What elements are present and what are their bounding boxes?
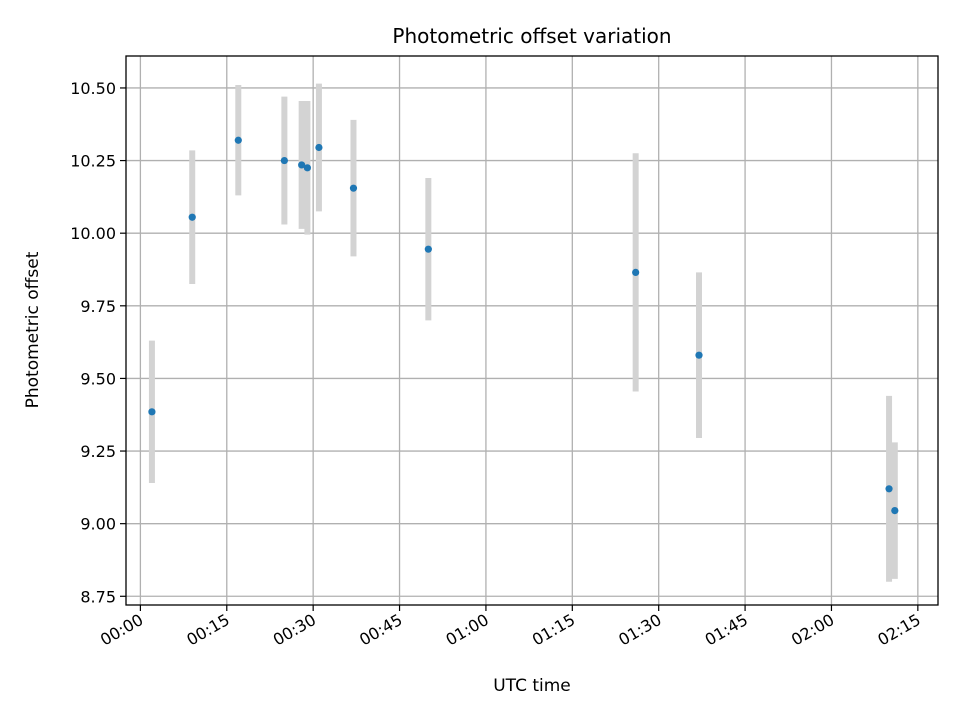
data-point xyxy=(280,156,288,165)
y-axis-ticks: 8.75 9.00 9.25 9.50 9.75 10.00 10.25 10.50 xyxy=(70,79,126,606)
data-points xyxy=(148,136,899,515)
x-tick-label: 00:15 xyxy=(183,610,232,650)
data-point xyxy=(303,164,312,172)
x-tick-label: 01:00 xyxy=(442,610,491,650)
plot-area-frame xyxy=(125,55,939,606)
x-tick-label: 01:45 xyxy=(702,610,751,650)
chart-title: Photometric offset variation xyxy=(392,24,671,48)
data-point xyxy=(188,213,196,221)
data-point xyxy=(695,351,703,359)
x-axis-ticks: 00:00 00:15 00:30 00:45 01:00 01:15 01:30 01:45… xyxy=(97,605,924,650)
x-tick-label: 00:30 xyxy=(270,610,319,650)
y-tick-label: 9.25 xyxy=(80,442,116,461)
x-tick-label: 00:45 xyxy=(356,610,405,650)
data-point xyxy=(298,161,306,169)
data-point xyxy=(148,408,156,416)
data-point xyxy=(891,506,899,515)
data-point xyxy=(632,268,640,277)
x-tick-label: 01:15 xyxy=(529,610,578,650)
data-point xyxy=(349,184,358,192)
y-tick-label: 9.50 xyxy=(80,369,116,388)
error-bars xyxy=(148,83,898,582)
x-tick-label: 01:30 xyxy=(615,610,664,650)
y-tick-label: 9.75 xyxy=(80,297,116,316)
x-tick-label: 02:15 xyxy=(874,610,923,650)
x-tick-label: 00:00 xyxy=(97,610,146,650)
y-axis-label: Photometric offset xyxy=(23,251,43,408)
grid xyxy=(126,56,938,605)
x-tick-label: 02:00 xyxy=(788,610,837,650)
y-tick-label: 9.00 xyxy=(80,515,116,534)
y-tick-label: 8.75 xyxy=(80,587,116,606)
data-point xyxy=(885,485,893,493)
y-tick-label: 10.50 xyxy=(70,79,116,98)
y-tick-label: 10.00 xyxy=(70,224,116,243)
x-axis-label: UTC time xyxy=(493,676,571,696)
data-point xyxy=(424,245,432,253)
data-point xyxy=(315,143,323,152)
data-point xyxy=(234,136,242,144)
y-tick-label: 10.25 xyxy=(70,152,116,171)
